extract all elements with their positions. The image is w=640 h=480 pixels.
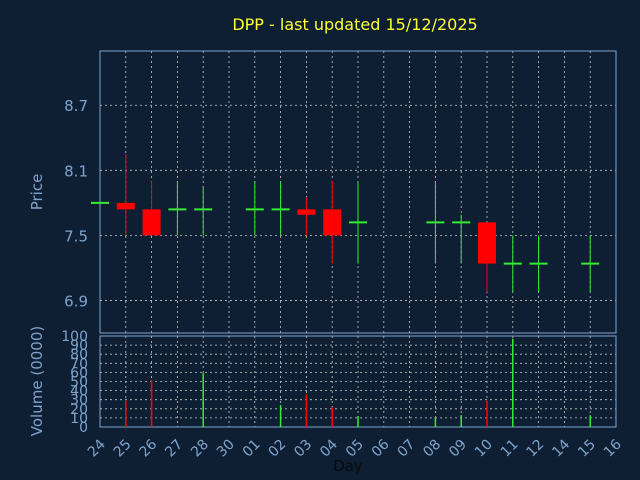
chart-title: DPP - last updated 15/12/2025 (232, 15, 477, 34)
volume-bar (486, 401, 488, 427)
candle-body (142, 209, 161, 236)
volume-axis-label: Volume (0000) (28, 326, 46, 436)
volume-grid (99, 335, 617, 428)
candle (271, 181, 290, 236)
volume-bar (331, 406, 333, 427)
price-panel: 6.9 7.5 8.1 8.7 Price (28, 50, 617, 334)
volume-tick-label: 10 (70, 411, 88, 427)
price-tick-label: 8.1 (64, 162, 88, 180)
volume-tick-label: 60 (70, 365, 88, 381)
price-axis-label: Price (28, 174, 46, 211)
price-plot-frame (99, 50, 617, 334)
volume-tick-label: 70 (70, 356, 88, 372)
candlestick-series (91, 154, 600, 292)
candle (116, 154, 135, 236)
price-tick-label: 7.5 (64, 227, 88, 245)
candle (529, 235, 548, 292)
candle-body (323, 209, 342, 236)
candle (349, 181, 367, 264)
candle (426, 181, 445, 264)
candle-body (297, 209, 316, 215)
volume-tick-label: 40 (70, 384, 88, 400)
candle-body (478, 222, 496, 264)
volume-tick-label: 30 (70, 393, 88, 409)
volume-tick-label: 100 (61, 329, 88, 345)
volume-tick-label: 50 (70, 375, 88, 391)
volume-bar-series (125, 338, 591, 427)
volume-bar (460, 415, 462, 427)
volume-bar (150, 379, 153, 427)
volume-bar (357, 416, 359, 427)
volume-bar (279, 405, 282, 427)
candle (168, 181, 187, 236)
volume-tick-label: 80 (70, 347, 88, 363)
volume-tick-label: 0 (79, 420, 88, 436)
volume-tick-label: 20 (70, 402, 88, 418)
candle (323, 181, 342, 264)
candle (245, 181, 264, 236)
candle (452, 214, 471, 264)
volume-bar (202, 373, 204, 427)
candle (581, 235, 600, 292)
price-tick-label: 8.7 (64, 97, 88, 115)
candle (478, 222, 496, 292)
x-axis-label: Day (333, 457, 363, 475)
price-tick-label: 6.9 (64, 292, 88, 310)
candle (297, 197, 316, 236)
candle (194, 186, 213, 236)
volume-bar (512, 338, 514, 427)
volume-bar (125, 400, 127, 427)
price-y-axis: 6.9 7.5 8.1 8.7 (64, 97, 88, 310)
volume-bar (305, 394, 308, 427)
candle (503, 235, 522, 292)
candle-body (116, 202, 135, 210)
volume-tick-label: 90 (70, 338, 88, 354)
volume-bar (434, 416, 437, 427)
candle (142, 181, 161, 236)
volume-bar (589, 415, 591, 427)
